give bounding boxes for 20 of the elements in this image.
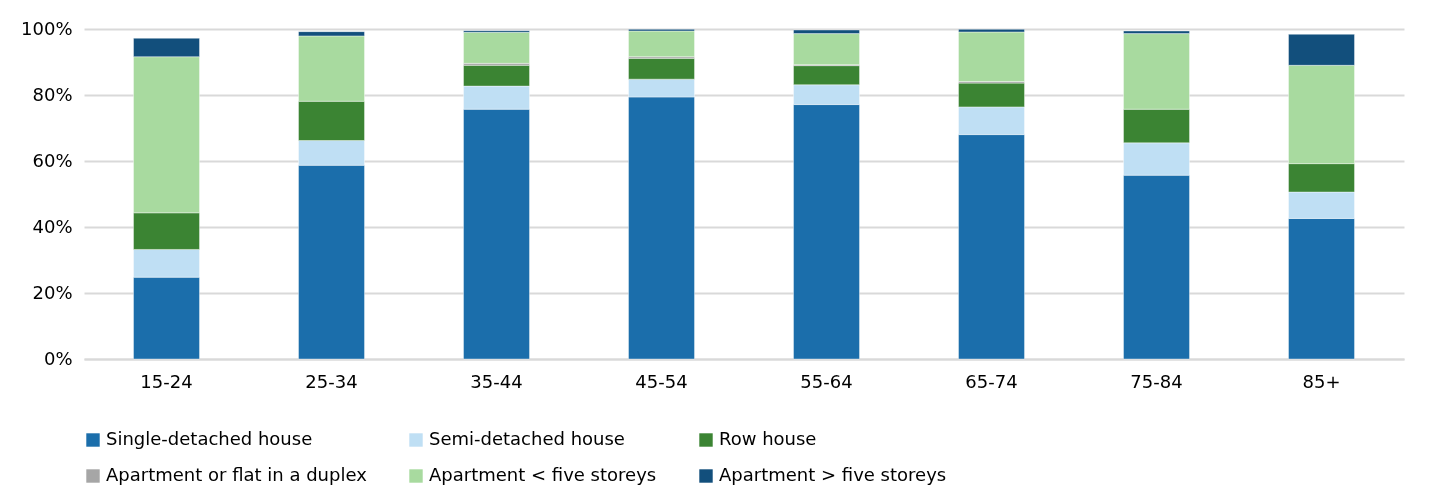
y-tick-label: 20% [32, 281, 73, 303]
y-tick-label: 40% [32, 215, 73, 237]
y-tick-label: 80% [32, 83, 73, 105]
x-tick-label: 45-54 [635, 370, 688, 392]
x-tick-label: 55-64 [800, 370, 853, 392]
x-tick-label: 65-74 [965, 370, 1018, 392]
x-tick-label: 35-44 [470, 370, 523, 392]
legend-label: Single-detached house [106, 428, 313, 449]
legend-label: Apartment > five storeys [719, 464, 947, 485]
legend-label: Apartment < five storeys [429, 464, 657, 485]
x-tick-label: 25-34 [305, 370, 358, 392]
legend-label: Apartment or flat in a duplex [106, 464, 368, 485]
y-tick-label: 100% [21, 17, 73, 39]
y-tick-label: 0% [43, 347, 73, 369]
x-tick-label: 75-84 [1130, 370, 1183, 392]
legend-label: Semi-detached house [429, 428, 625, 449]
legend-label: Row house [719, 428, 817, 449]
x-tick-label: 15-24 [140, 370, 193, 392]
x-tick-label: 85+ [1302, 370, 1341, 392]
y-tick-label: 60% [32, 149, 73, 171]
